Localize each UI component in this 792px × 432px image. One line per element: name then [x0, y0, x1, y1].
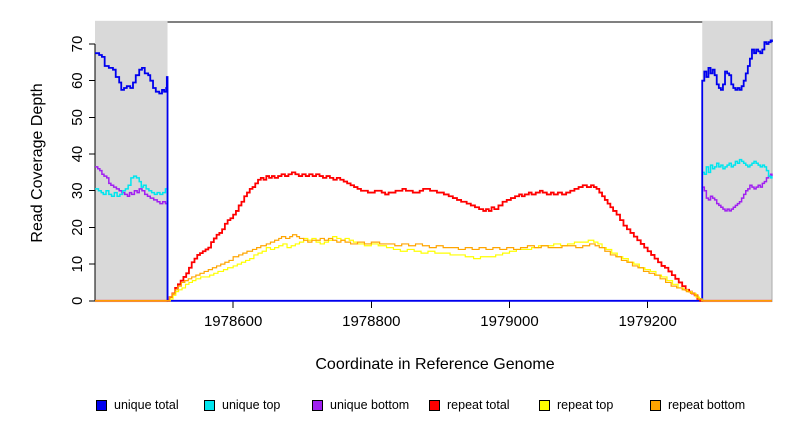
y-tick-label: 20: [69, 219, 86, 236]
x-tick-label: 1979200: [618, 313, 676, 330]
x-tick-label: 1978600: [204, 313, 262, 330]
y-tick-label: 60: [69, 72, 86, 89]
x-axis-title: Coordinate in Reference Genome: [315, 356, 555, 373]
y-tick-label: 30: [69, 182, 86, 199]
repeat-top-swatch-icon: [539, 400, 550, 411]
series-unique-top: [95, 158, 773, 302]
x-tick-label: 1979000: [480, 313, 538, 330]
series-repeat-top: [95, 236, 772, 302]
unique-top-swatch-icon: [204, 400, 215, 411]
y-tick-label: 70: [69, 36, 86, 53]
legend-label: repeat total: [447, 398, 510, 412]
unique-total-swatch-icon: [96, 400, 107, 411]
y-tick-label: 0: [69, 297, 86, 305]
repeat-total-swatch-icon: [429, 400, 440, 411]
repeat-bottom-swatch-icon: [650, 400, 661, 411]
legend-label: repeat bottom: [668, 398, 746, 412]
series-unique-total: [95, 39, 773, 302]
y-tick-label: 10: [69, 256, 86, 273]
legend: unique total unique top unique bottom re…: [0, 398, 792, 418]
legend-label: unique total: [114, 398, 179, 412]
series-repeat-bottom: [95, 234, 772, 302]
y-axis-title: Read Coverage Depth: [29, 83, 46, 243]
y-tick-label: 50: [69, 109, 86, 126]
masked-region: [95, 20, 168, 303]
y-tick-label: 40: [69, 146, 86, 163]
legend-label: unique bottom: [330, 398, 410, 412]
legend-label: unique top: [222, 398, 281, 412]
series-repeat-total: [95, 171, 772, 302]
legend-label: repeat top: [557, 398, 614, 412]
x-tick-label: 1978800: [342, 313, 400, 330]
unique-bottom-swatch-icon: [312, 400, 323, 411]
